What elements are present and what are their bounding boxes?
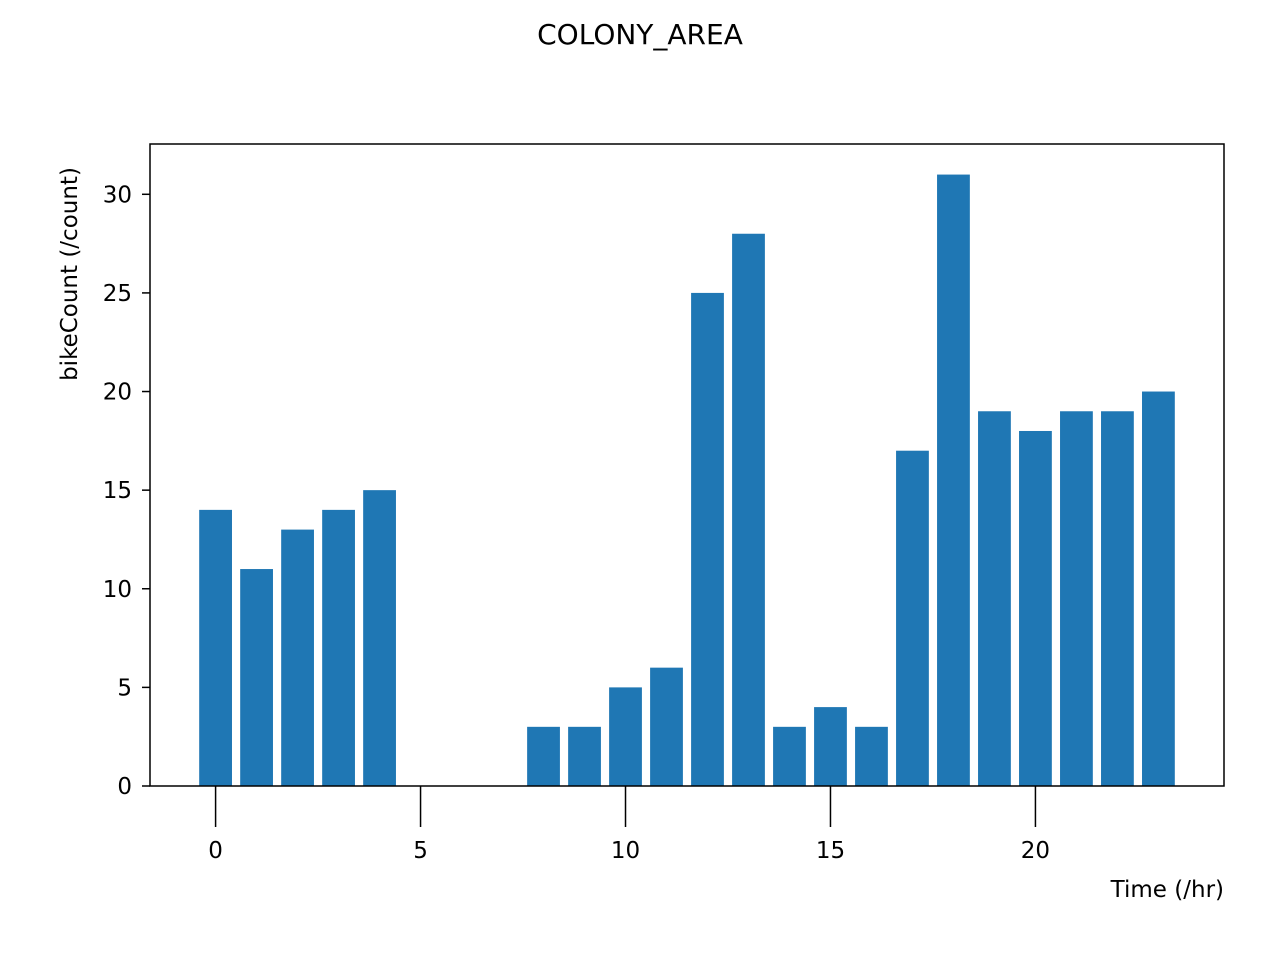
- x-tick-label-5: 5: [413, 838, 428, 864]
- bar-9: [568, 726, 601, 786]
- bar-1: [240, 569, 273, 786]
- chart-title: COLONY_AREA: [537, 18, 743, 51]
- bar-4: [363, 490, 396, 786]
- y-axis-ticks: 0 5 10 15 20 25 30: [103, 182, 150, 800]
- y-tick-label-30: 30: [103, 182, 132, 208]
- x-axis-ticks: 0 5 10 15 20: [208, 786, 1050, 864]
- bar-20: [1019, 430, 1052, 786]
- y-tick-label-10: 10: [103, 577, 132, 603]
- x-tick-label-10: 10: [611, 838, 640, 864]
- y-tick-label-25: 25: [103, 281, 132, 307]
- bar-14: [773, 726, 806, 786]
- bar-8: [527, 726, 560, 786]
- y-tick-label-5: 5: [117, 675, 132, 701]
- y-tick-label-20: 20: [103, 380, 132, 406]
- bar-2: [281, 529, 314, 786]
- bar-18: [937, 174, 970, 787]
- x-axis-label: Time (/hr): [1110, 877, 1224, 903]
- bar-22: [1101, 411, 1134, 786]
- y-axis-label: bikeCount (/count): [57, 167, 83, 381]
- bar-21: [1060, 411, 1093, 786]
- x-tick-label-15: 15: [816, 838, 845, 864]
- bar-0: [199, 509, 232, 786]
- bar-23: [1142, 391, 1175, 786]
- x-tick-label-0: 0: [208, 838, 223, 864]
- bar-10: [609, 687, 642, 786]
- bar-11: [650, 667, 683, 786]
- bar-15: [814, 707, 847, 786]
- bar-13: [732, 233, 765, 786]
- plot-frame: [149, 143, 1225, 787]
- y-tick-label-0: 0: [117, 774, 132, 800]
- bar-19: [978, 411, 1011, 786]
- bars-group: [199, 174, 1175, 787]
- x-tick-label-20: 20: [1021, 838, 1050, 864]
- bar-16: [855, 726, 888, 786]
- bar-17: [896, 450, 929, 786]
- bar-3: [322, 509, 355, 786]
- y-tick-label-15: 15: [103, 478, 132, 504]
- bar-12: [691, 292, 724, 786]
